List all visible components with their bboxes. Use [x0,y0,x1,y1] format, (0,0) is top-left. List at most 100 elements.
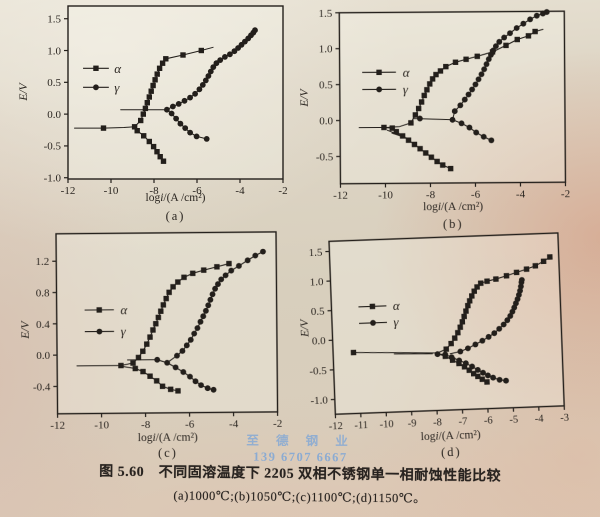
caption-conditions: (a)1000℃;(b)1050℃;(c)1100℃;(d)1150℃。 [173,488,427,506]
svg-text:1.0: 1.0 [319,44,333,56]
legend-square-marker [369,303,376,310]
svg-text:-8: -8 [149,185,159,197]
subfigure-label: (b) [443,217,464,231]
series-alpha [76,260,232,394]
legend-circle-marker [376,86,383,93]
legend-circle-marker [370,319,376,326]
svg-text:-2: -2 [273,418,282,430]
y-axis: -1.0 -0.5 0.0 0.5 1.0 1.5 [44,14,68,185]
svg-text:0.5: 0.5 [319,79,333,91]
x-axis: -12 -10 -8 -6 -4 -2 [61,179,288,197]
legend-label: γ [393,314,400,329]
svg-text:0.5: 0.5 [311,306,326,319]
x-axis-label: logi/(A /cm²) [146,192,206,204]
x-axis-label: logi/(A /cm²) [138,432,198,445]
plot-area [68,6,283,179]
svg-text:-10: -10 [378,189,393,201]
svg-text:-7: -7 [458,416,467,427]
svg-text:-10: -10 [94,419,109,431]
svg-text:0.0: 0.0 [312,335,327,348]
svg-text:1.0: 1.0 [47,45,61,57]
svg-text:1.0: 1.0 [310,276,325,289]
y-axis: -0.5 0.0 0.5 1.0 1.5 [316,8,341,163]
svg-text:-6: -6 [192,185,202,197]
svg-text:-8: -8 [426,189,436,201]
legend-label: γ [121,324,127,339]
plot-frame [67,5,284,180]
svg-text:-10: -10 [104,185,119,197]
svg-text:-4: -4 [229,418,239,430]
legend-label: α [120,302,128,317]
svg-text:-3: -3 [560,413,569,424]
x-axis-label: logi/(A /cm²) [421,429,482,443]
legend-label: α [114,61,122,76]
legend: αγ [358,298,402,330]
series-alpha [358,28,544,172]
svg-text:-4: -4 [535,414,545,425]
series-alpha [74,46,214,164]
svg-text:-12: -12 [329,421,343,433]
svg-text:-4: -4 [235,185,245,197]
svg-text:-1.0: -1.0 [310,394,328,407]
legend-square-marker [376,69,382,76]
polarization-plot-a: -12 -10 -8 -6 -4 -2 -1.0 -0.5 0.0 0.5 1.0 1.5 logi/(… [18,5,288,223]
svg-text:-2: -2 [278,185,287,197]
svg-text:-2: -2 [561,188,570,200]
legend-square-marker [93,65,99,71]
x-axis-label: logi/(A /cm²) [423,201,483,213]
svg-text:-12: -12 [61,185,76,197]
svg-text:0.4: 0.4 [36,319,50,331]
svg-text:-0.4: -0.4 [33,381,51,393]
plot-area [339,11,566,184]
polarization-plot-d: -12 -11 -10 -9 -8 -7 -6 -5 -4 -3 -1.0 -0.5 0.0 0.5 1.0… [299,232,569,460]
svg-text:1.5: 1.5 [318,8,332,20]
svg-text:-1.0: -1.0 [44,173,62,185]
svg-text:0.0: 0.0 [47,109,61,121]
legend-square-marker [96,307,102,313]
subfigure-label: (a) [166,209,186,223]
svg-text:-12: -12 [333,190,348,202]
legend-circle-marker [93,84,99,91]
chart-d: -12 -11 -10 -9 -8 -7 -6 -5 -4 -3 -1.0 -0.5 0.0 0.5 1.0… [296,221,600,476]
svg-text:-11: -11 [354,420,368,431]
legend-label: α [403,65,411,80]
y-axis-label: E/V [20,319,32,339]
x-axis: -12 -10 -8 -6 -4 -2 [333,182,570,202]
watermark-phone: 139 6707 6667 [253,449,348,465]
svg-text:-0.5: -0.5 [309,365,327,378]
legend-label: γ [114,80,120,95]
svg-text:0.0: 0.0 [319,115,333,127]
legend: αγ [83,61,122,95]
svg-text:-0.5: -0.5 [44,141,62,153]
y-axis-label: E/V [18,81,30,101]
svg-text:-6: -6 [185,419,195,431]
svg-text:-12: -12 [50,420,65,432]
series-gamma [412,9,550,144]
svg-text:1.2: 1.2 [35,256,49,268]
series-gamma [127,248,266,393]
polarization-plot-b: -12 -10 -8 -6 -4 -2 -0.5 0.0 0.5 1.0 1.5 logi/(A /c… [299,8,570,231]
y-axis-label: E/V [299,87,311,107]
svg-text:-4: -4 [516,188,526,200]
svg-text:-8: -8 [433,417,442,428]
polarization-plot-c: -12 -10 -8 -6 -4 -2 -0.4 0.0 0.4 0.8 1.2 logi/(A /c… [20,231,282,460]
x-axis: -12 -11 -10 -9 -8 -7 -6 -5 -4 -3 [329,405,569,433]
legend-label: γ [403,82,409,97]
figure-caption: 图 5.60 不同固溶温度下 2205 双相不锈钢单一相耐蚀性能比较 (a)10… [0,459,600,508]
watermark: 至 德 钢 业 139 6707 6667 [238,430,363,466]
svg-text:0.8: 0.8 [36,287,50,299]
svg-text:1.5: 1.5 [308,246,323,259]
svg-text:-8: -8 [141,419,151,431]
svg-text:-6: -6 [471,189,481,201]
legend: αγ [84,302,129,339]
x-axis: -12 -10 -8 -6 -4 -2 [50,411,282,432]
subfigure-label: (c) [158,446,178,460]
y-axis: -0.4 0.0 0.4 0.8 1.2 [33,256,58,393]
series-gamma [120,27,258,142]
chart-b: -12 -10 -8 -6 -4 -2 -0.5 0.0 0.5 1.0 1.5 logi/(A /c… [299,0,600,237]
subfigure-label: (d) [441,445,462,460]
plot-area [56,231,278,414]
svg-text:-6: -6 [484,415,493,426]
legend-label: α [393,298,402,313]
